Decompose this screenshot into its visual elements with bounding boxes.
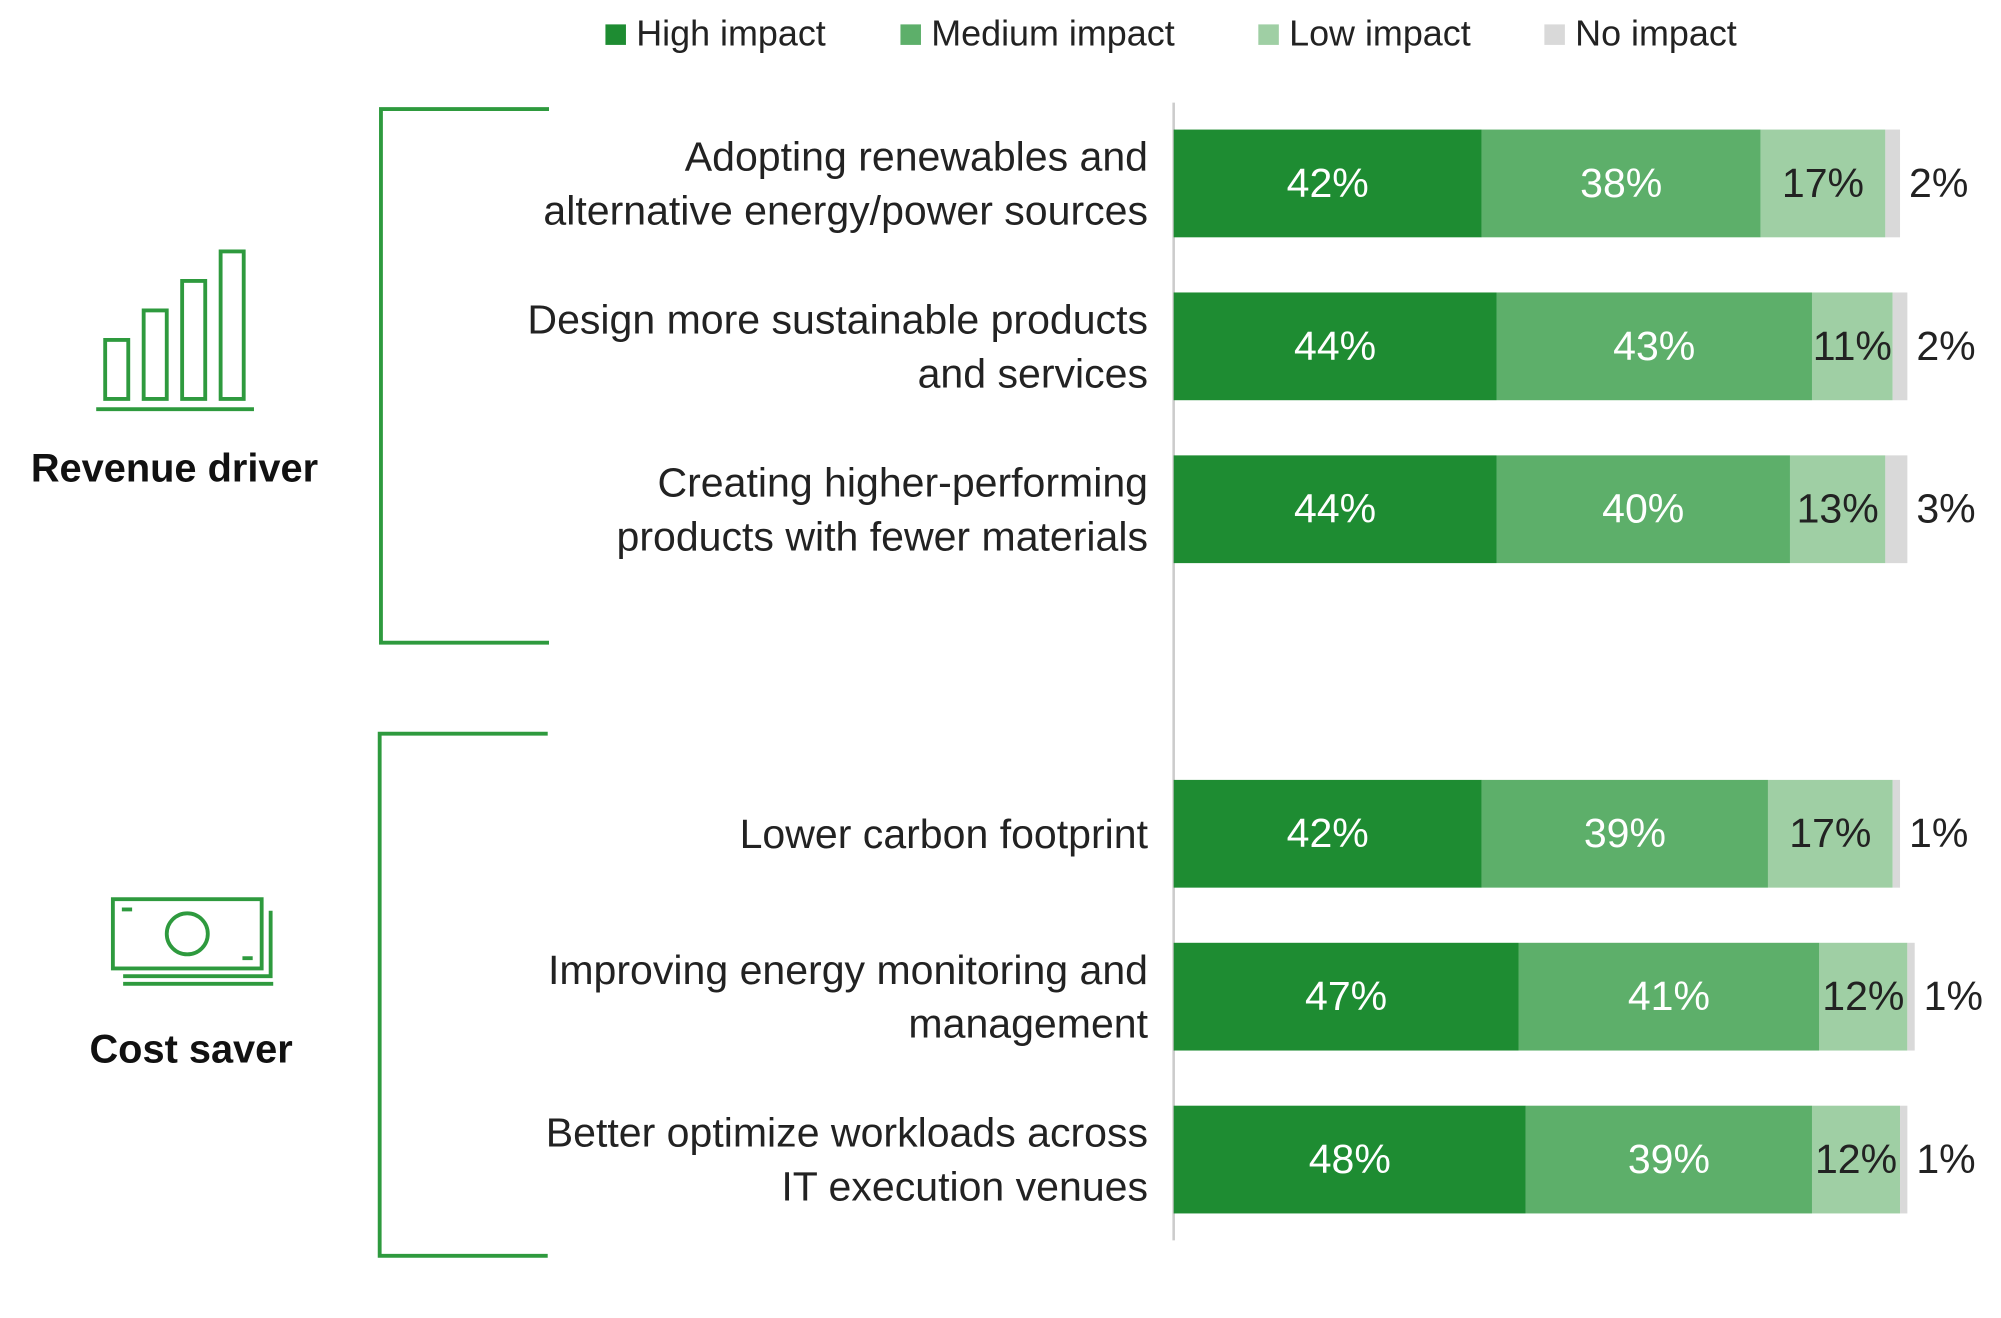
bar-segment — [1173, 292, 1497, 401]
group-bracket — [379, 107, 549, 645]
revenue-icon — [96, 249, 254, 412]
legend-swatch — [1544, 24, 1565, 45]
value-label: 40% — [1602, 486, 1684, 532]
value-label: 11% — [1813, 323, 1892, 369]
legend-label: High impact — [636, 12, 826, 53]
legend-swatch — [1258, 24, 1279, 45]
value-label: 12% — [1815, 1136, 1897, 1182]
bar-segment — [1767, 779, 1893, 888]
category-label: Improving energy monitoring and manageme… — [547, 946, 1149, 1047]
bar-segment — [1496, 455, 1790, 564]
legend-label: Low impact — [1289, 12, 1471, 53]
legend-label: No impact — [1575, 12, 1737, 53]
value-label: 44% — [1294, 323, 1376, 369]
category-label: Creating higher-performing products with… — [616, 459, 1149, 560]
value-label: 42% — [1287, 160, 1369, 206]
value-label: 1% — [1916, 1136, 1975, 1182]
value-label: 43% — [1613, 323, 1695, 369]
value-label: 1% — [1909, 810, 1968, 856]
value-label: 38% — [1580, 160, 1662, 206]
value-label: 2% — [1909, 160, 1968, 206]
group-title: Cost saver — [89, 1027, 292, 1071]
bar-segment — [1481, 779, 1768, 888]
category-label: Adopting renewables and alternative ener… — [543, 133, 1149, 234]
category-label-box: Lower carbon footprint — [739, 810, 1149, 857]
category-label-box: Creating higher-performing products with… — [616, 459, 1149, 560]
value-label: 12% — [1822, 973, 1904, 1019]
bar-segment — [1496, 292, 1812, 401]
legend-swatch — [605, 24, 626, 45]
bar-segment — [1907, 942, 1915, 1051]
value-label: 3% — [1916, 486, 1975, 532]
value-label: 13% — [1797, 486, 1879, 532]
bar-segment — [1811, 1105, 1901, 1214]
bar-segment — [1173, 1105, 1526, 1214]
bar-segment — [1885, 455, 1908, 564]
value-label: 48% — [1309, 1136, 1391, 1182]
bar-segment — [1173, 129, 1482, 238]
bar-segment — [1481, 129, 1761, 238]
value-label: 1% — [1924, 973, 1983, 1019]
legend-swatch — [900, 24, 921, 45]
bar-segment — [1811, 292, 1893, 401]
bar-segment — [1525, 1105, 1812, 1214]
category-label: Design more sustainable products and ser… — [527, 296, 1149, 397]
bar-segment — [1173, 455, 1497, 564]
value-label: 41% — [1628, 973, 1710, 1019]
bar-segment — [1518, 942, 1820, 1051]
cost-icon — [110, 897, 274, 986]
value-label: 42% — [1287, 810, 1369, 856]
category-label-box: Improving energy monitoring and manageme… — [547, 946, 1149, 1047]
category-label-box: Adopting renewables and alternative ener… — [543, 133, 1149, 234]
bar-segment — [1173, 942, 1519, 1051]
legend-label: Medium impact — [931, 12, 1174, 53]
bar-segment — [1900, 1105, 1908, 1214]
bar-segment — [1892, 779, 1901, 888]
bar-segment — [1885, 129, 1901, 238]
bar-segment — [1760, 129, 1886, 238]
group-title: Revenue driver — [31, 446, 318, 490]
bar-segment — [1173, 779, 1482, 888]
bar-segment — [1789, 455, 1886, 564]
value-label: 39% — [1628, 1136, 1710, 1182]
bar-segment — [1892, 292, 1908, 401]
value-label: 39% — [1584, 810, 1666, 856]
category-label: Better optimize workloads across IT exec… — [545, 1109, 1149, 1210]
value-label: 47% — [1305, 973, 1387, 1019]
value-label: 17% — [1789, 810, 1871, 856]
category-label-box: Design more sustainable products and ser… — [527, 296, 1149, 397]
category-label-box: Better optimize workloads across IT exec… — [545, 1109, 1149, 1210]
category-label: Lower carbon footprint — [739, 810, 1149, 857]
group-bracket — [377, 731, 548, 1258]
value-label: 44% — [1294, 486, 1376, 532]
value-label: 2% — [1916, 323, 1975, 369]
bar-segment — [1819, 942, 1908, 1051]
value-label: 17% — [1782, 160, 1864, 206]
